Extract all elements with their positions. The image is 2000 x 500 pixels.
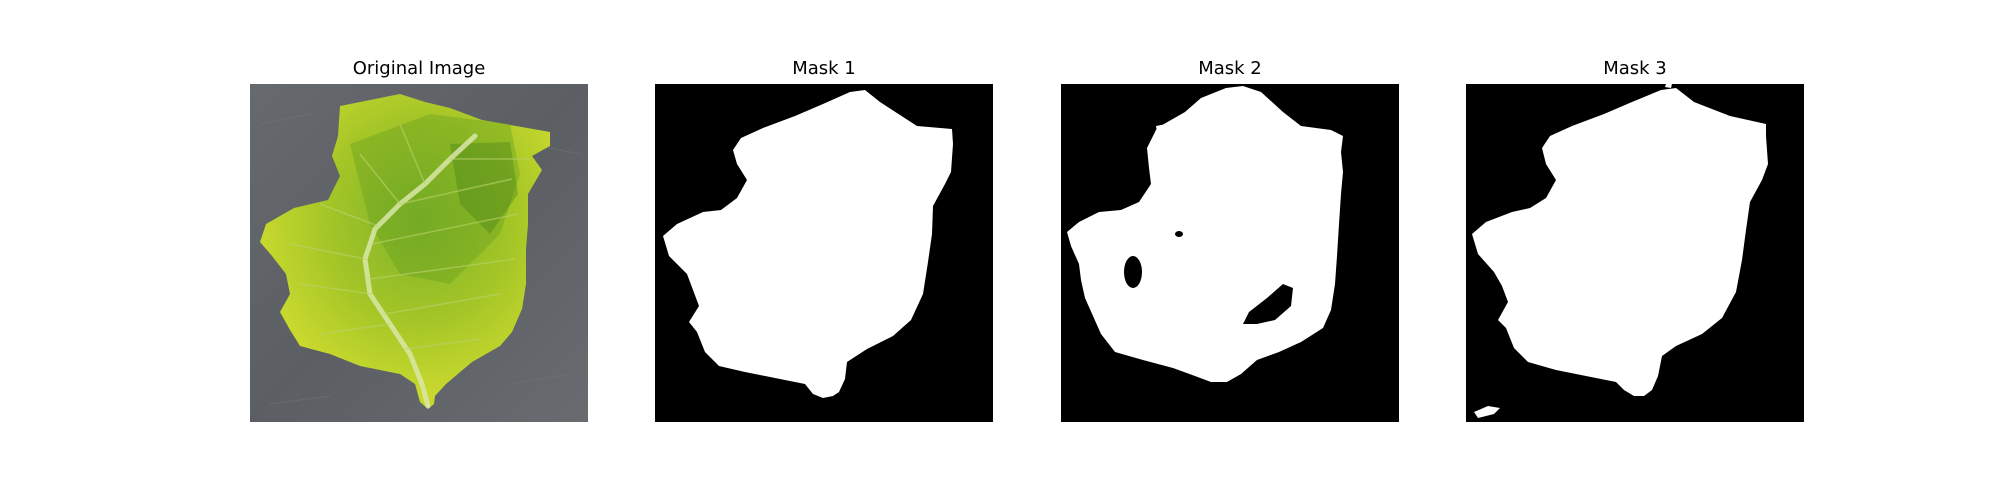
mask-2-image bbox=[1061, 84, 1399, 422]
mask-1-title: Mask 1 bbox=[792, 58, 856, 79]
mask-2-title: Mask 2 bbox=[1198, 58, 1262, 79]
original-image-title: Original Image bbox=[352, 58, 486, 79]
mask-3-panel: Mask 3 bbox=[1466, 57, 1804, 422]
mask-1-image bbox=[655, 84, 993, 422]
mask-3-image bbox=[1466, 84, 1804, 422]
original-image-panel: Original Image bbox=[250, 57, 588, 422]
mask-2-panel: Mask 2 bbox=[1061, 57, 1399, 422]
mask-1-panel: Mask 1 bbox=[655, 57, 993, 422]
mask-3-title: Mask 3 bbox=[1603, 58, 1667, 79]
leaf-photo bbox=[250, 84, 588, 422]
